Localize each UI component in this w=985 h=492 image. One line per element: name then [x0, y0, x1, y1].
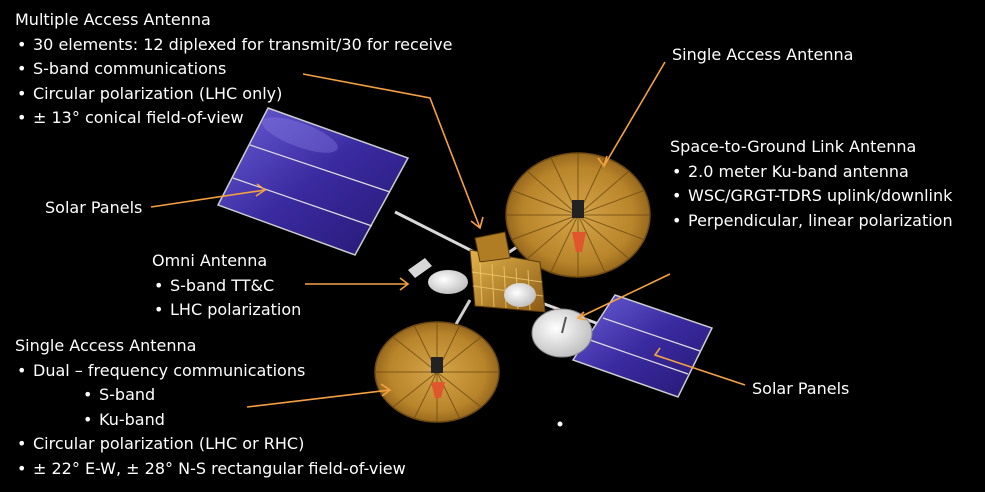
- right-solar-panel: [571, 294, 714, 398]
- list-item: LHC polarization: [152, 298, 301, 323]
- single-access-antenna-top-label: Single Access Antenna: [672, 43, 853, 68]
- single-access-antenna-bottom-list: Dual – frequency communications S-band K…: [15, 359, 406, 482]
- multiple-access-antenna-list: 30 elements: 12 diplexed for transmit/30…: [15, 33, 452, 131]
- list-item: S-band TT&C: [152, 274, 301, 299]
- omni-antenna-list: S-band TT&C LHC polarization: [152, 274, 301, 323]
- list-item: ± 13° conical field-of-view: [15, 106, 452, 131]
- solar-panels-left-label: Solar Panels: [45, 196, 142, 221]
- list-item: S-band communications: [15, 57, 452, 82]
- spacecraft-bus: [408, 231, 546, 313]
- list-item: Dual – frequency communications: [15, 359, 406, 384]
- list-item: WSC/GRGT-TDRS uplink/downlink: [670, 184, 953, 209]
- top-single-access-dish: [505, 152, 651, 278]
- omni-antenna-label: Omni Antenna S-band TT&C LHC polarizatio…: [152, 249, 301, 323]
- space-to-ground-list: 2.0 meter Ku-band antenna WSC/GRGT-TDRS …: [670, 160, 953, 234]
- arrow-solar-right: [654, 354, 746, 386]
- multiple-access-antenna-title: Multiple Access Antenna: [15, 10, 211, 29]
- multiple-access-antenna-label: Multiple Access Antenna 30 elements: 12 …: [15, 8, 452, 131]
- list-sub-item: Ku-band: [15, 408, 406, 433]
- bottom-single-access-dish: [374, 321, 500, 423]
- solar-panels-left-title: Solar Panels: [45, 198, 143, 217]
- space-to-ground-title: Space-to-Ground Link Antenna: [670, 137, 917, 156]
- star: [557, 421, 563, 427]
- list-sub-item: S-band: [15, 383, 406, 408]
- single-access-antenna-bottom-label: Single Access Antenna Dual – frequency c…: [15, 334, 406, 481]
- omni-antenna-title: Omni Antenna: [152, 251, 268, 270]
- list-item: Circular polarization (LHC or RHC): [15, 432, 406, 457]
- arrow-solar-left: [150, 189, 266, 208]
- list-item: 2.0 meter Ku-band antenna: [670, 160, 953, 185]
- single-access-antenna-bottom-title: Single Access Antenna: [15, 336, 197, 355]
- list-item: Circular polarization (LHC only): [15, 82, 452, 107]
- list-item: 30 elements: 12 diplexed for transmit/30…: [15, 33, 452, 58]
- solar-panels-right-label: Solar Panels: [752, 377, 849, 402]
- solar-panels-right-title: Solar Panels: [752, 379, 850, 398]
- arrow-single-access-top: [603, 61, 666, 167]
- list-item: ± 22° E-W, ± 28° N-S rectangular field-o…: [15, 457, 406, 482]
- space-to-ground-label: Space-to-Ground Link Antenna 2.0 meter K…: [670, 135, 953, 233]
- arrow-space-to-ground: [577, 273, 671, 319]
- space-to-ground-dish: [531, 308, 593, 358]
- single-access-antenna-top-title: Single Access Antenna: [672, 45, 854, 64]
- list-item: Perpendicular, linear polarization: [670, 209, 953, 234]
